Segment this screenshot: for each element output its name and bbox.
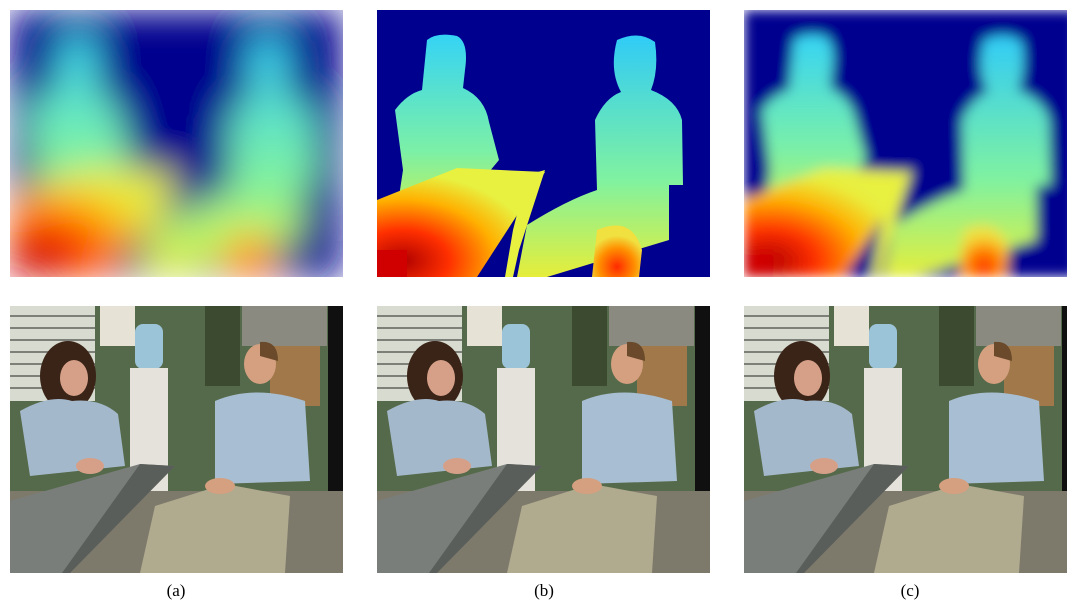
- photo-panel-b: [377, 306, 710, 573]
- photo-panel-c: [744, 306, 1067, 573]
- photo-panel-a: [10, 306, 343, 573]
- caption: (a): [167, 581, 186, 600]
- photo: [10, 306, 343, 573]
- depth-panel-c: [744, 10, 1067, 277]
- photo: [744, 306, 1067, 573]
- depth-map: [377, 10, 710, 277]
- photo: [377, 306, 710, 573]
- figure: (a) (b) (c): [0, 0, 1067, 608]
- caption: (b): [534, 581, 554, 600]
- depth-panel-b: [377, 10, 710, 277]
- depth-map: [10, 10, 343, 277]
- caption: (c): [901, 581, 920, 600]
- depth-panel-a: [10, 10, 343, 277]
- page: (a) (b) (c) (() => { const data = JSON.p…: [0, 0, 1067, 608]
- depth-map: [744, 10, 1067, 277]
